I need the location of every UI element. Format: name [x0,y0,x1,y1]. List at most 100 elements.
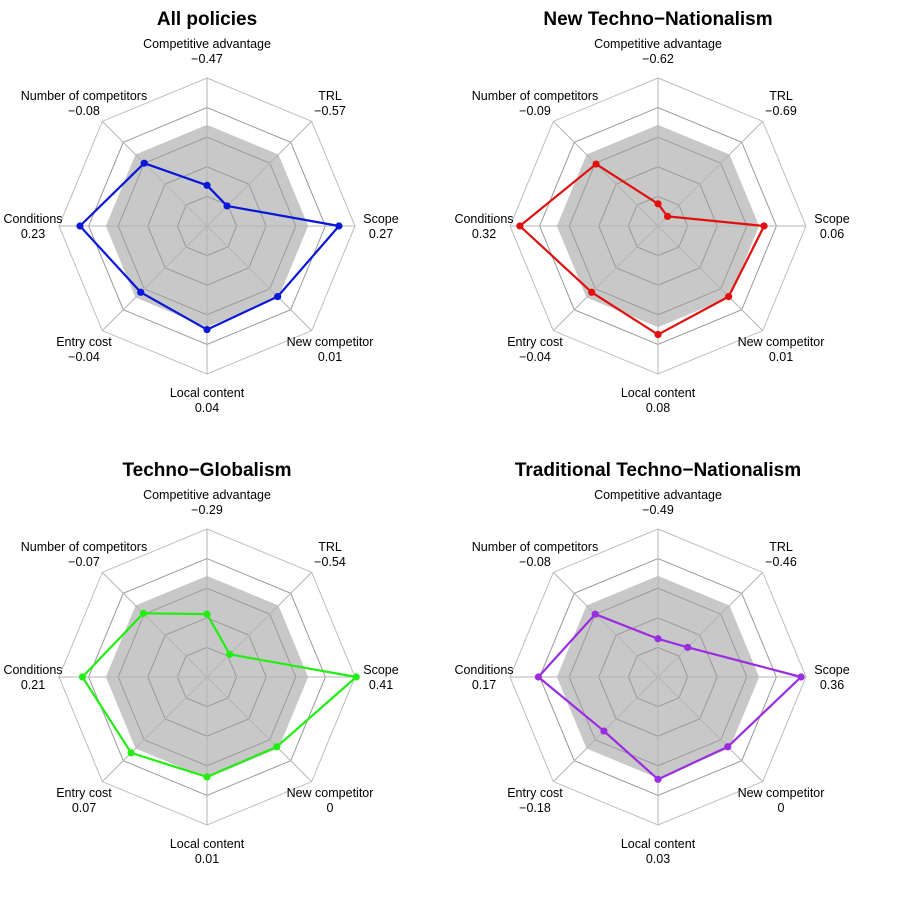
axis-label-scope: Scope [363,212,398,226]
axis-label-competitive-advantage: Competitive advantage [143,488,271,502]
axis-label-competitive-advantage: Competitive advantage [143,37,271,51]
value-label-local-content: 0.03 [646,852,670,866]
data-point-conditions [78,673,87,681]
chart-title: Traditional Techno−Nationalism [515,460,801,481]
axis-label-number-of-competitors: Number of competitors [21,540,147,554]
axis-label-conditions: Conditions [454,663,513,677]
data-point-competitive-advantage [203,181,211,189]
axis-label-entry-cost: Entry cost [507,786,563,800]
data-point-competitive-advantage [203,610,211,618]
value-label-scope: 0.41 [369,678,393,692]
chart-title: Techno−Globalism [122,460,291,481]
data-point-competitive-advantage [654,200,662,208]
grid-spoke [657,676,764,783]
grid-spoke [657,225,764,332]
data-point-new-competitor [274,293,282,301]
grid-spoke [206,120,313,227]
radar-chart-all-policies: All policies Competitive advantage−0.47 TR… [3,9,398,415]
axis-label-trl: TRL [318,540,342,554]
grid-spoke [552,225,659,332]
grid-spoke [206,676,313,783]
data-point-entry-cost [137,288,145,296]
axis-label-local-content: Local content [170,837,245,851]
axis-label-new-competitor: New competitor [738,335,825,349]
value-label-scope: 0.36 [820,678,844,692]
axis-label-scope: Scope [814,212,849,226]
chart-title: New Techno−Nationalism [543,9,772,30]
data-point-scope [760,222,768,230]
axis-label-number-of-competitors: Number of competitors [472,89,598,103]
axis-label-trl: TRL [318,89,342,103]
radar-panel-traditional-techno-nationalism: Traditional Techno−Nationalism Competitiv… [451,451,902,902]
data-point-scope [797,673,805,681]
grid-spoke [101,676,208,783]
value-label-competitive-advantage: −0.29 [191,503,223,517]
value-label-scope: 0.27 [369,227,393,241]
data-point-new-competitor [273,743,281,751]
value-label-entry-cost: −0.04 [519,350,551,364]
radar-chart-techno-globalism: Techno−Globalism Competitive advantage−0.… [3,460,398,866]
data-point-conditions [516,222,524,230]
value-label-competitive-advantage: −0.62 [642,52,674,66]
radar-panel-all-policies: All policies Competitive advantage −0.47 TR… [0,0,451,451]
value-label-local-content: 0.01 [195,852,219,866]
axis-label-trl: TRL [769,89,793,103]
grid-spoke [552,120,659,227]
axis-label-scope: Scope [363,663,398,677]
axis-label-scope: Scope [814,663,849,677]
axis-label-entry-cost: Entry cost [507,335,563,349]
grid-spoke [101,571,208,678]
value-label-entry-cost: −0.18 [519,801,551,815]
data-point-trl [223,202,231,210]
axis-label-entry-cost: Entry cost [56,786,112,800]
grid-spoke [552,571,659,678]
data-point-number-of-competitors [591,610,599,618]
data-point-competitive-advantage [654,635,662,643]
value-label-trl: −0.57 [314,104,346,118]
grid-spoke [657,120,764,227]
grid-spoke [101,120,208,227]
value-label-number-of-competitors: −0.08 [68,104,100,118]
value-label-new-competitor: 0 [778,801,785,815]
data-point-local-content [203,773,211,781]
value-label-trl: −0.69 [765,104,797,118]
value-label-conditions: 0.23 [21,227,45,241]
data-point-conditions [534,673,542,681]
data-point-local-content [203,326,211,334]
axis-label-trl: TRL [769,540,793,554]
radar-panel-techno-globalism: Techno−Globalism Competitive advantage −0.… [0,451,451,902]
data-point-number-of-competitors [139,609,147,617]
axis-label-entry-cost: Entry cost [56,335,112,349]
axis-label-number-of-competitors: Number of competitors [472,540,598,554]
chart-title: All policies [157,9,257,30]
axis-label-number-of-competitors: Number of competitors [21,89,147,103]
axis-label-conditions: Conditions [3,212,62,226]
axis-label-local-content: Local content [621,837,696,851]
grid-spoke [206,225,313,332]
axis-label-competitive-advantage: Competitive advantage [594,37,722,51]
value-label-new-competitor: 0.01 [769,350,793,364]
data-point-entry-cost [588,288,596,296]
data-point-new-competitor [724,743,732,751]
data-point-trl [663,212,672,221]
data-point-scope [335,222,343,230]
value-label-local-content: 0.08 [646,401,670,415]
grid-spoke [657,571,764,678]
axis-label-new-competitor: New competitor [287,786,374,800]
data-point-number-of-competitors [592,160,600,168]
value-label-number-of-competitors: −0.08 [519,555,551,569]
data-point-local-content [654,775,662,783]
value-label-competitive-advantage: −0.47 [191,52,223,66]
data-point-new-competitor [725,293,733,301]
radar-chart-traditional-techno-nationalism: Traditional Techno−Nationalism Competitiv… [454,460,849,866]
value-label-local-content: 0.04 [195,401,219,415]
data-point-trl [684,643,692,651]
value-label-new-competitor: 0 [327,801,334,815]
axis-label-conditions: Conditions [454,212,513,226]
grid-spoke [101,225,208,332]
axis-label-competitive-advantage: Competitive advantage [594,488,722,502]
data-point-entry-cost [127,749,135,757]
value-label-number-of-competitors: −0.09 [519,104,551,118]
value-label-trl: −0.46 [765,555,797,569]
value-label-conditions: 0.17 [472,678,496,692]
